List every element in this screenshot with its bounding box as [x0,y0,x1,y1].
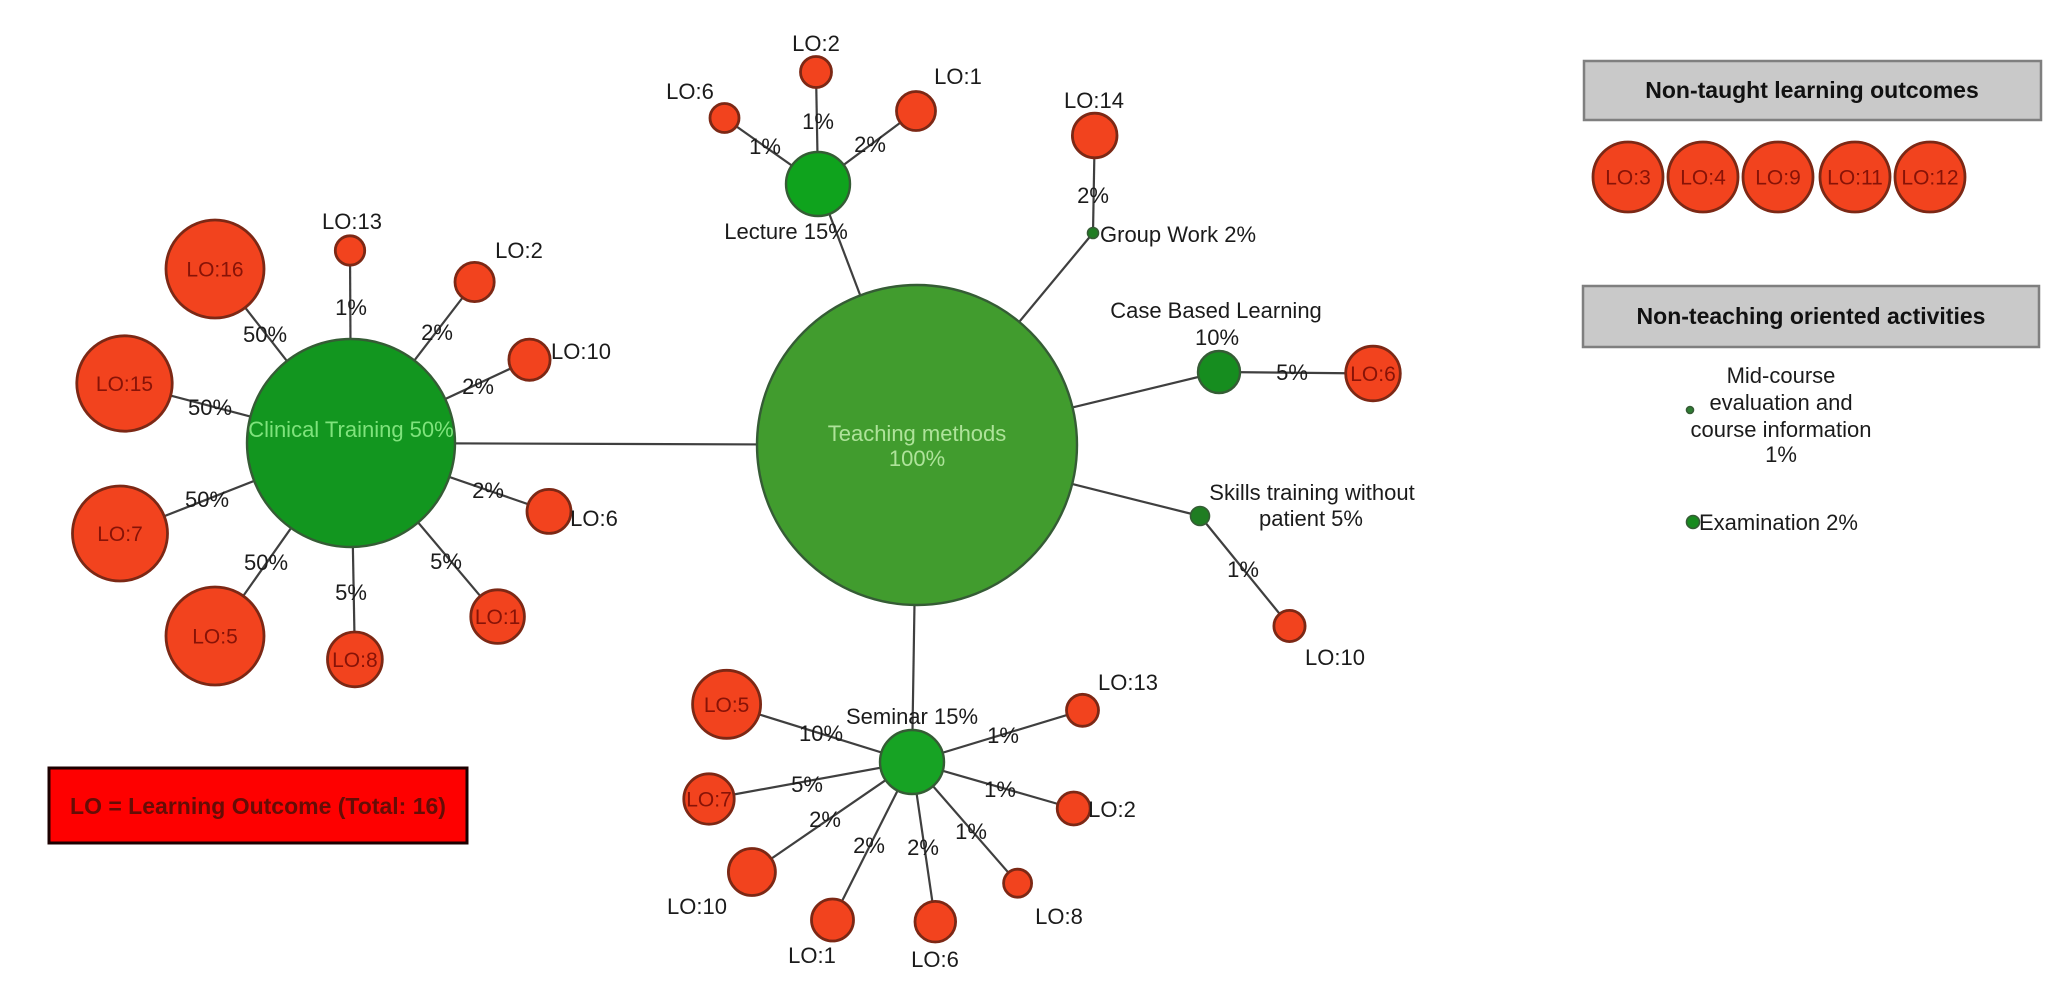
svg-text:LO:2: LO:2 [792,31,840,56]
svg-text:LO:13: LO:13 [322,209,382,234]
svg-text:1%: 1% [1765,442,1797,467]
svg-text:LO:10: LO:10 [667,894,727,919]
svg-text:1%: 1% [984,777,1016,802]
svg-text:patient 5%: patient 5% [1259,506,1363,531]
svg-text:10%: 10% [1195,325,1239,350]
svg-text:2%: 2% [462,374,494,399]
svg-text:10%: 10% [799,721,843,746]
svg-text:2%: 2% [809,807,841,832]
svg-text:Case Based Learning: Case Based Learning [1110,298,1322,323]
svg-text:50%: 50% [243,322,287,347]
svg-text:LO:11: LO:11 [1827,166,1883,189]
svg-text:evaluation and: evaluation and [1709,390,1852,415]
svg-text:Non-taught learning outcomes: Non-taught learning outcomes [1645,77,1979,103]
svg-text:LO:7: LO:7 [686,788,732,811]
svg-text:course information: course information [1691,417,1872,442]
svg-text:LO:6: LO:6 [666,79,714,104]
svg-text:LO:10: LO:10 [1305,645,1365,670]
svg-text:5%: 5% [335,580,367,605]
svg-text:LO:4: LO:4 [1680,166,1726,189]
svg-text:2%: 2% [853,833,885,858]
svg-text:1%: 1% [335,295,367,320]
svg-text:100%: 100% [889,446,945,471]
svg-text:Examination 2%: Examination 2% [1699,510,1858,535]
svg-text:Clinical Training 50%: Clinical Training 50% [248,417,453,442]
svg-text:2%: 2% [854,132,886,157]
svg-text:LO:12: LO:12 [1901,166,1958,189]
svg-text:LO:15: LO:15 [96,373,153,396]
svg-text:2%: 2% [421,320,453,345]
svg-text:LO:13: LO:13 [1098,670,1158,695]
svg-text:LO:10: LO:10 [551,339,611,364]
svg-text:LO:2: LO:2 [495,238,543,263]
svg-text:LO:6: LO:6 [1350,363,1396,386]
svg-text:LO:5: LO:5 [192,625,238,648]
svg-text:2%: 2% [1077,183,1109,208]
svg-text:LO:6: LO:6 [911,947,959,972]
svg-text:5%: 5% [791,772,823,797]
svg-text:50%: 50% [185,487,229,512]
svg-text:1%: 1% [749,134,781,159]
svg-text:1%: 1% [802,109,834,134]
svg-text:LO:8: LO:8 [1035,904,1083,929]
svg-text:Teaching methods: Teaching methods [828,421,1007,446]
svg-text:LO:2: LO:2 [1088,797,1136,822]
svg-text:LO:7: LO:7 [97,523,143,546]
svg-text:LO:8: LO:8 [332,649,378,672]
svg-text:LO:1: LO:1 [788,943,836,968]
svg-text:Lecture 15%: Lecture 15% [724,219,848,244]
svg-text:Mid-course: Mid-course [1727,363,1836,388]
svg-text:50%: 50% [188,395,232,420]
svg-text:1%: 1% [987,723,1019,748]
svg-text:LO:6: LO:6 [570,506,618,531]
svg-text:LO = Learning Outcome (Total:: LO = Learning Outcome (Total: 16) [70,793,446,819]
svg-text:2%: 2% [907,835,939,860]
svg-text:LO:9: LO:9 [1755,166,1801,189]
svg-text:1%: 1% [1227,557,1259,582]
svg-text:Non-teaching oriented activiti: Non-teaching oriented activities [1637,303,1986,329]
svg-text:Skills training without: Skills training without [1209,480,1414,505]
svg-text:LO:14: LO:14 [1064,88,1124,113]
svg-text:Group Work 2%: Group Work 2% [1100,222,1256,247]
svg-text:50%: 50% [244,550,288,575]
svg-text:LO:5: LO:5 [704,694,750,717]
svg-text:5%: 5% [1276,360,1308,385]
svg-text:5%: 5% [430,549,462,574]
svg-text:LO:1: LO:1 [934,64,982,89]
svg-text:LO:16: LO:16 [186,258,243,281]
svg-text:2%: 2% [472,478,504,503]
svg-text:Seminar 15%: Seminar 15% [846,704,978,729]
svg-text:LO:1: LO:1 [475,606,521,629]
svg-text:1%: 1% [955,819,987,844]
svg-text:LO:3: LO:3 [1605,166,1651,189]
